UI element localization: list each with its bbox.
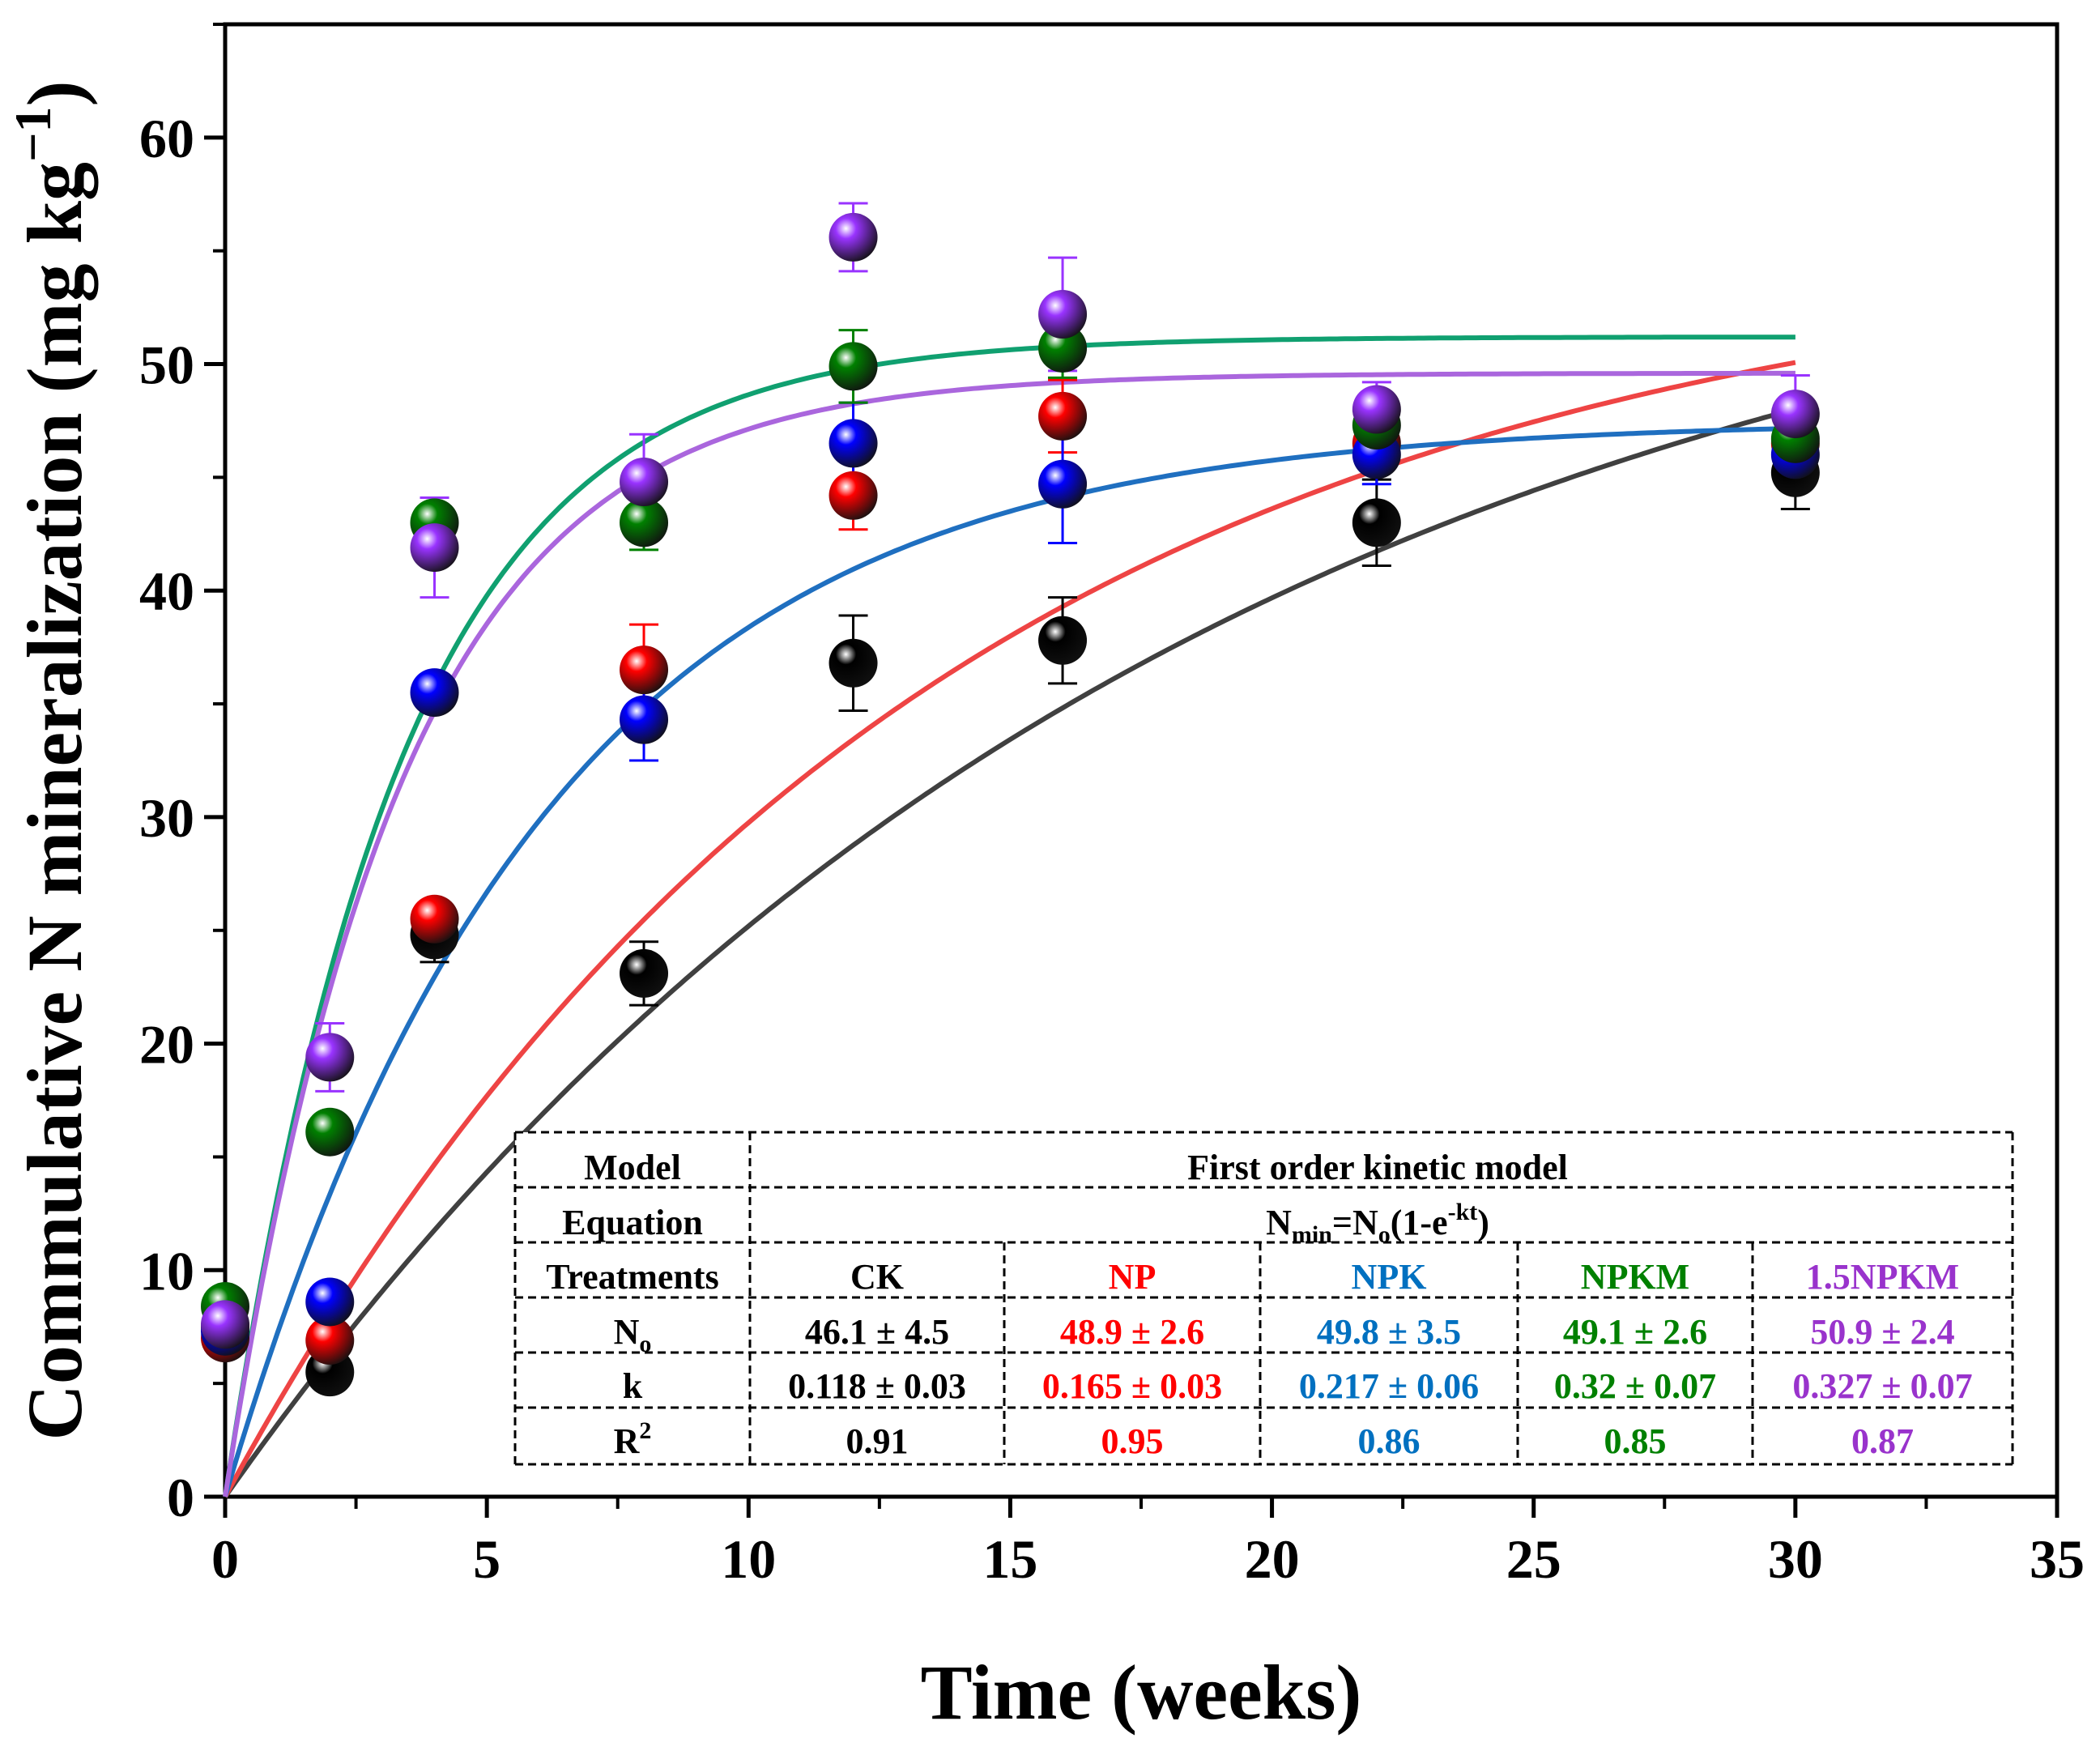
table-n0-value: 49.1 ± 2.6 xyxy=(1563,1312,1707,1352)
table-r2-value: 0.95 xyxy=(1101,1421,1164,1461)
table-treatment-name: 1.5NPKM xyxy=(1806,1257,1959,1297)
data-point-15npkm xyxy=(1770,390,1820,439)
data-point-ck xyxy=(1038,616,1088,665)
data-point-npk xyxy=(305,1277,355,1327)
x-tick-label: 20 xyxy=(1245,1528,1300,1590)
data-point-15npkm xyxy=(1038,290,1088,339)
table-n0-value: 46.1 ± 4.5 xyxy=(805,1312,949,1352)
data-point-npk xyxy=(620,695,669,744)
table-r2-value: 0.86 xyxy=(1358,1421,1421,1461)
data-point-15npkm xyxy=(1352,385,1401,434)
data-point-15npkm xyxy=(620,457,669,506)
parameter-table: Model First order kinetic model Equation… xyxy=(513,1131,2014,1466)
y-tick-label: 50 xyxy=(139,334,194,396)
fit-curve-ck xyxy=(223,407,1796,1498)
fit-curve-npkm xyxy=(223,334,1795,1498)
data-point-npk xyxy=(1038,459,1088,509)
data-point-np xyxy=(1038,391,1088,441)
data-point-np xyxy=(828,471,878,520)
fit-curve-15npkm xyxy=(223,370,1795,1498)
table-n0-value: 50.9 ± 2.4 xyxy=(1810,1312,1954,1352)
data-point-15npkm xyxy=(201,1300,249,1349)
fit-curves xyxy=(223,334,1796,1498)
data-point-np xyxy=(305,1316,355,1365)
data-point-npkm xyxy=(1038,323,1088,373)
data-point-ck xyxy=(1352,498,1401,547)
table-treatment-name: CK xyxy=(850,1257,904,1297)
axis-ticks xyxy=(204,23,2060,1518)
table-k-label: k xyxy=(623,1366,643,1406)
table-k-value: 0.165 ± 0.03 xyxy=(1042,1366,1222,1406)
table-value-cells: CK 46.1 ± 4.5 0.118 ± 0.03 0.91 NP 48.9 ± 2.6… xyxy=(788,1257,1972,1461)
table-treatments-label: Treatments xyxy=(546,1257,718,1297)
x-tick-label: 30 xyxy=(1768,1528,1823,1590)
table-r2-value: 0.87 xyxy=(1851,1421,1914,1461)
data-point-npk xyxy=(410,668,459,718)
x-tick-label: 0 xyxy=(211,1528,239,1590)
table-n0-value: 48.9 ± 2.6 xyxy=(1060,1312,1204,1352)
x-tick-label: 15 xyxy=(982,1528,1037,1590)
y-tick-label: 0 xyxy=(167,1467,194,1528)
table-treatment-name: NP xyxy=(1109,1257,1156,1297)
table-r2-value: 0.85 xyxy=(1604,1421,1667,1461)
x-tick-label: 10 xyxy=(721,1528,776,1590)
x-tick-label: 25 xyxy=(1506,1528,1561,1590)
y-tick-label: 10 xyxy=(139,1240,194,1302)
table-grid-lines xyxy=(513,1131,2014,1466)
table-k-value: 0.118 ± 0.03 xyxy=(788,1366,966,1406)
x-tick-label: 5 xyxy=(473,1528,501,1590)
table-k-value: 0.32 ± 0.07 xyxy=(1554,1366,1716,1406)
data-point-npk xyxy=(828,419,878,468)
table-r2-value: 0.91 xyxy=(846,1421,909,1461)
table-equation-label: Equation xyxy=(562,1203,703,1242)
table-n0-label: No xyxy=(614,1312,652,1357)
data-point-15npkm xyxy=(828,212,878,262)
table-equation-value: Nmin=No(1-e-kt) xyxy=(1266,1199,1489,1248)
y-tick-label: 40 xyxy=(139,560,194,622)
y-tick-label: 30 xyxy=(139,787,194,849)
data-point-npkm xyxy=(620,498,669,547)
x-axis-title: Time (weeks) xyxy=(921,1649,1362,1736)
data-point-ck xyxy=(620,948,669,998)
data-point-npkm xyxy=(828,342,878,391)
fit-curve-np xyxy=(223,360,1796,1498)
data-point-np xyxy=(620,645,669,695)
table-n0-value: 49.8 ± 3.5 xyxy=(1317,1312,1461,1352)
fit-curve-npk xyxy=(223,425,1795,1498)
x-tick-labels: 0 5 10 15 20 25 30 35 xyxy=(211,1528,2085,1590)
data-point-15npkm xyxy=(410,523,459,573)
data-point-np xyxy=(410,894,459,944)
y-tick-labels: 0 10 20 30 40 50 60 xyxy=(139,108,194,1528)
data-point-15npkm xyxy=(305,1033,355,1082)
table-k-value: 0.327 ± 0.07 xyxy=(1792,1366,1972,1406)
table-model-label: Model xyxy=(584,1148,681,1187)
x-tick-label: 35 xyxy=(2030,1528,2085,1590)
y-tick-label: 20 xyxy=(139,1014,194,1076)
y-tick-label: 60 xyxy=(139,108,194,169)
data-points xyxy=(201,212,1820,1397)
table-treatment-name: NPK xyxy=(1352,1257,1427,1297)
table-r2-label: R2 xyxy=(614,1417,652,1461)
y-axis-title: Commulative N mineralization (mg kg−1) xyxy=(4,81,98,1441)
table-treatment-name: NPKM xyxy=(1581,1257,1689,1297)
data-point-npkm xyxy=(305,1107,355,1157)
table-model-value: First order kinetic model xyxy=(1187,1148,1568,1187)
table-k-value: 0.217 ± 0.06 xyxy=(1299,1366,1479,1406)
data-point-ck xyxy=(828,638,878,688)
